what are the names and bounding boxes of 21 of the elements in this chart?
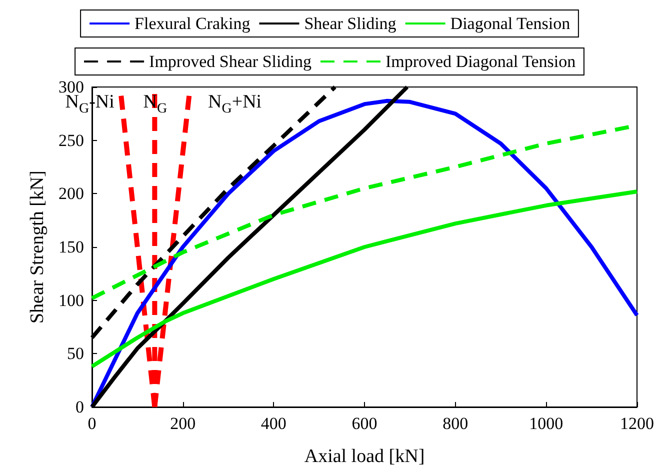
y-tick-label: 300	[58, 78, 84, 96]
y-tick-label: 100	[58, 290, 84, 310]
x-tick-label: 1000	[529, 414, 564, 433]
y-tick-label: 50	[67, 344, 84, 364]
legend-label: Flexural Craking	[134, 14, 251, 33]
x-tick-label: 200	[170, 414, 196, 433]
y-tick-label: 200	[58, 184, 84, 204]
legend-label: Shear Sliding	[304, 14, 397, 33]
y-axis-title: Shear Strength [kN]	[27, 170, 48, 324]
y-tick-label: 250	[58, 130, 84, 150]
legend-label: Improved Diagonal Tension	[385, 52, 576, 71]
x-tick-label: 600	[352, 414, 378, 433]
x-tick-label: 1200	[620, 414, 654, 433]
y-tick-label: 150	[58, 238, 84, 256]
y-tick-label: 0	[76, 398, 84, 416]
x-tick-label: 400	[260, 414, 286, 433]
legend-label: Improved Shear Sliding	[149, 52, 312, 71]
x-axis-title: Axial load [kN]	[304, 446, 425, 467]
x-tick-label: 800	[442, 414, 468, 433]
x-tick-label: 0	[88, 414, 96, 433]
legend-label: Diagonal Tension	[450, 14, 571, 33]
